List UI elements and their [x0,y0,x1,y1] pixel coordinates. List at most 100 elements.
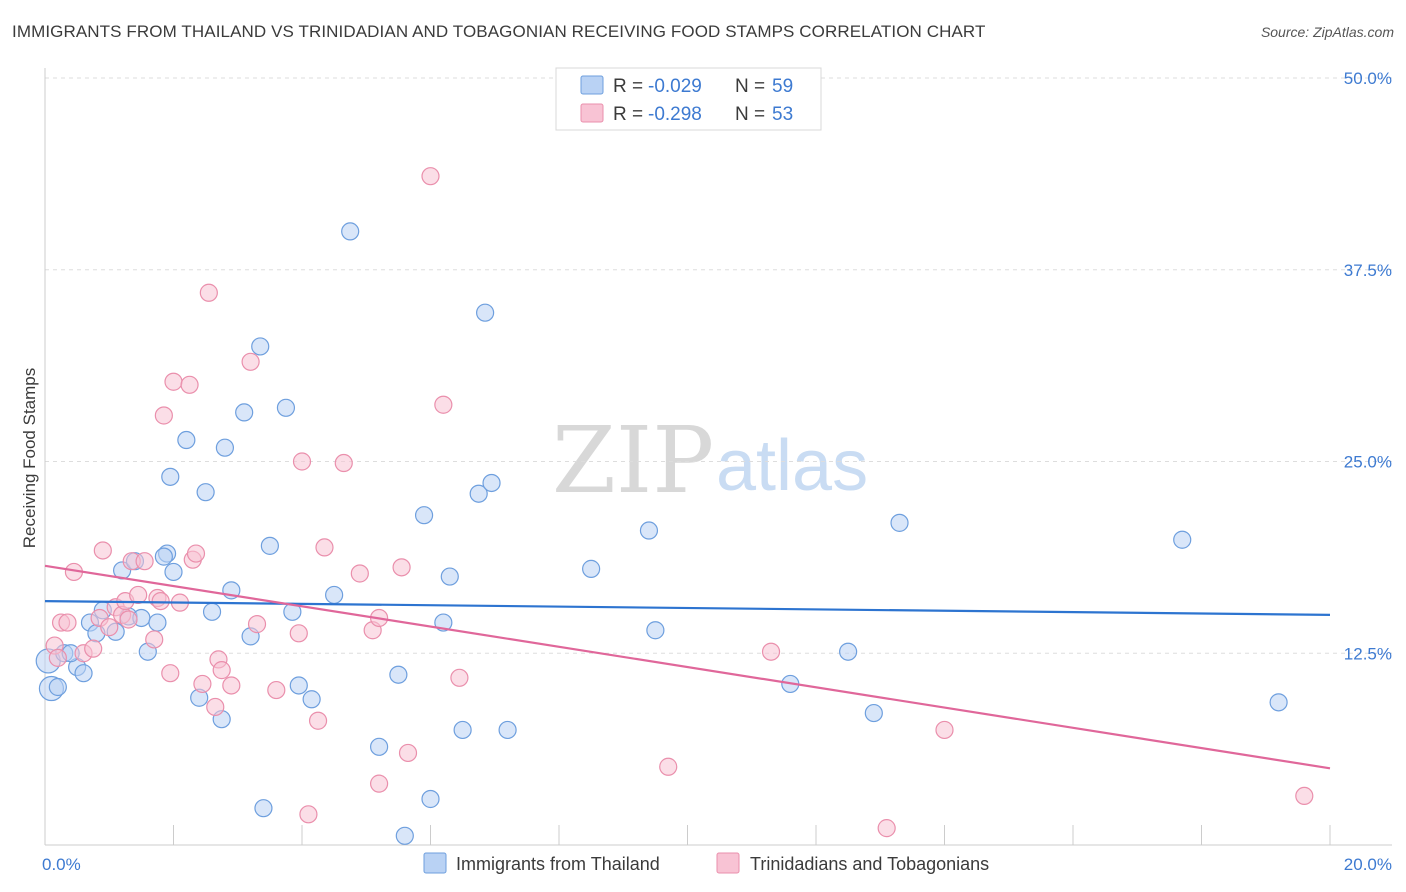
thailand-point [251,337,270,356]
trinidad-point [315,538,334,557]
thailand-point [341,222,360,241]
trinidad-point [267,680,286,700]
thailand-point [890,513,909,532]
trinidad-point [186,544,206,563]
source-label: Source: ZipAtlas.com [1260,24,1394,40]
trinidad-point [154,406,173,425]
legend-r-value-2: -0.298 [648,104,702,125]
trend-line-trinidad [44,564,1331,770]
trend-lines [44,564,1331,770]
legend-r-value-1: -0.029 [648,76,702,97]
watermark-atlas: atlas [716,426,868,506]
y-tick-labels: 12.5% 25.0% 37.5% 50.0% [1344,69,1392,663]
x-tick-labels: 0.0% 20.0% [42,855,1392,874]
trinidad-point [421,167,440,186]
trinidad-point [100,618,119,637]
legend-label-trinidad: Trinidadians and Tobagonians [750,854,989,874]
thailand-point [395,826,414,845]
trinidad-point [398,743,418,763]
legend-r-label-1: R = [613,76,643,97]
thailand-point [235,403,254,422]
trinidad-point [164,372,183,391]
thailand-point [276,398,296,417]
thailand-point [476,303,495,322]
trinidad-point [299,805,318,824]
y-tick-label: 12.5% [1344,644,1392,663]
trinidad-point [308,711,328,730]
legend-swatch-pink [580,103,604,123]
legend-r-label-2: R = [613,104,643,125]
trinidad-point [392,558,411,577]
series-thailand-points [35,222,1288,845]
thailand-point [646,621,665,640]
legend-swatch-blue [580,75,604,95]
legend-n-value-1: 59 [772,76,793,97]
trinidad-point [292,452,312,471]
thailand-point [414,506,434,525]
thailand-point [325,585,344,605]
x-tick-label-max: 20.0% [1344,855,1392,874]
trinidad-point [659,757,678,776]
trinidad-point [206,697,225,717]
thailand-point [498,720,517,740]
thailand-point [639,521,659,540]
thailand-point [196,483,215,502]
thailand-point [482,473,501,493]
trinidad-point [161,664,180,683]
legend-swatch-trinidad [716,852,740,874]
thailand-point [469,484,488,503]
trinidad-point [350,564,369,583]
trinidad-point [289,624,308,643]
trinidad-point [180,375,199,394]
thailand-point [48,677,67,697]
trinidad-point [1295,786,1314,806]
thailand-point [148,613,167,632]
trinidad-point [222,676,241,695]
trinidad-point [450,668,469,687]
trinidad-point [334,453,353,473]
legend-label-thailand: Immigrants from Thailand [456,854,660,874]
y-tick-label: 37.5% [1344,261,1392,280]
chart-title: IMMIGRANTS FROM THAILAND VS TRINIDADIAN … [12,22,986,41]
thailand-point [864,703,883,723]
trinidad-point [935,720,954,740]
thailand-point [254,799,273,818]
trinidad-point [247,615,267,634]
legend-n-value-2: 53 [772,104,793,125]
thailand-point [1269,693,1288,712]
legend-n-label-2: N = [735,104,765,125]
trinidad-point [877,819,896,838]
thailand-point [177,430,196,450]
thailand-point [260,536,279,555]
thailand-point [74,664,93,683]
thailand-point [839,642,858,661]
trinidad-point [434,395,453,414]
trinidad-point [84,639,103,658]
trend-line-thailand [44,599,1331,616]
trinidad-point [193,674,212,694]
thailand-point [421,789,440,809]
trinidad-point [761,642,781,661]
thailand-point [154,547,173,566]
legend-n-label-1: N = [735,76,765,97]
thailand-point [389,665,408,684]
trinidad-point [129,585,148,605]
watermark-zip: ZIP [552,407,714,514]
correlation-legend: R = -0.029 N = 59 R = -0.298 N = 53 [555,67,822,131]
thailand-point [453,720,472,740]
trinidad-point [48,648,67,667]
axes [44,68,1392,846]
series-legend: Immigrants from Thailand Trinidadians an… [423,852,989,874]
thailand-point [161,467,180,486]
x-tick-label-min: 0.0% [42,855,81,874]
thailand-point [202,602,222,621]
thailand-point [289,676,308,695]
thailand-point [1173,530,1192,549]
trinidad-point [370,774,389,793]
trinidad-point [212,661,231,680]
thailand-point [302,690,321,709]
y-tick-label: 50.0% [1344,69,1392,88]
trinidad-point [199,283,218,302]
trinidad-point [119,610,138,629]
